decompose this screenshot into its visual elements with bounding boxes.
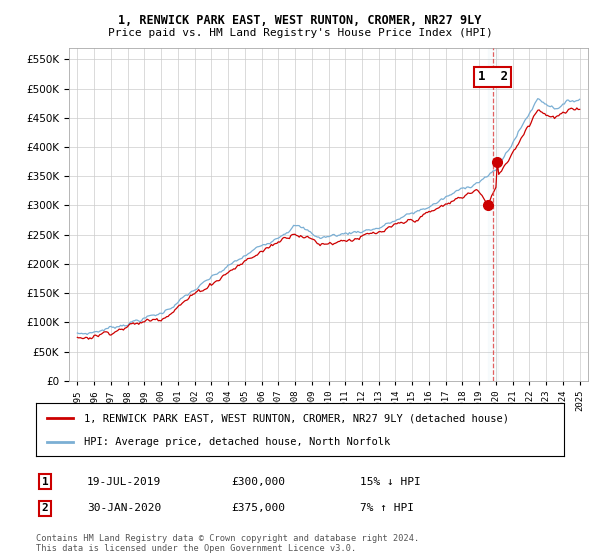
Text: 2: 2 [41, 503, 49, 514]
Text: 1: 1 [41, 477, 49, 487]
Text: 1, RENWICK PARK EAST, WEST RUNTON, CROMER, NR27 9LY: 1, RENWICK PARK EAST, WEST RUNTON, CROME… [118, 14, 482, 27]
Text: 1, RENWICK PARK EAST, WEST RUNTON, CROMER, NR27 9LY (detached house): 1, RENWICK PARK EAST, WEST RUNTON, CROME… [83, 413, 509, 423]
Text: £375,000: £375,000 [231, 503, 285, 514]
Text: 7% ↑ HPI: 7% ↑ HPI [360, 503, 414, 514]
Bar [488, 48, 497, 381]
Text: Price paid vs. HM Land Registry's House Price Index (HPI): Price paid vs. HM Land Registry's House … [107, 28, 493, 38]
Text: 30-JAN-2020: 30-JAN-2020 [87, 503, 161, 514]
Text: HPI: Average price, detached house, North Norfolk: HPI: Average price, detached house, Nort… [83, 436, 390, 446]
Text: £300,000: £300,000 [231, 477, 285, 487]
Text: 15% ↓ HPI: 15% ↓ HPI [360, 477, 421, 487]
Text: 19-JUL-2019: 19-JUL-2019 [87, 477, 161, 487]
Text: 1  2: 1 2 [478, 71, 508, 83]
Text: Contains HM Land Registry data © Crown copyright and database right 2024.
This d: Contains HM Land Registry data © Crown c… [36, 534, 419, 553]
